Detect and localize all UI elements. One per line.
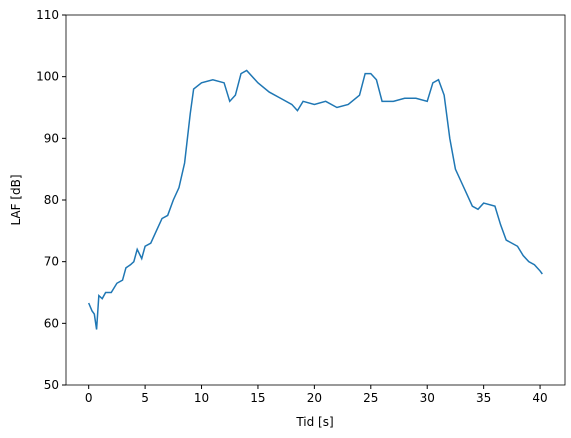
x-tick-label: 20	[307, 391, 322, 405]
y-tick-label: 110	[36, 8, 59, 22]
y-tick-label: 90	[44, 131, 59, 145]
plot-frame	[65, 14, 566, 386]
y-tick-label: 50	[44, 378, 59, 392]
y-tick-label: 70	[44, 255, 59, 269]
x-tick-label: 5	[141, 391, 149, 405]
x-tick-label: 0	[85, 391, 93, 405]
x-tick-label: 25	[363, 391, 378, 405]
y-tick-label: 100	[36, 70, 59, 84]
x-axis-label: Tid [s]	[295, 415, 333, 429]
data-line	[87, 69, 543, 330]
y-tick-label: 80	[44, 193, 59, 207]
x-tick-label: 15	[250, 391, 265, 405]
x-tick-label: 40	[532, 391, 547, 405]
x-tick-label: 30	[420, 391, 435, 405]
y-tick-label: 60	[44, 316, 59, 330]
y-axis-label: LAF [dB]	[9, 174, 23, 225]
x-tick-label: 35	[476, 391, 491, 405]
x-tick-label: 10	[194, 391, 209, 405]
